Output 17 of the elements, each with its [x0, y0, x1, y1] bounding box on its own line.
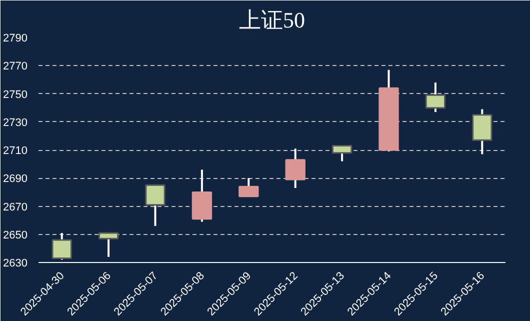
y-tick-label: 2790	[3, 32, 28, 44]
y-tick-label: 2730	[3, 116, 28, 129]
candlestick	[425, 82, 446, 114]
candlestick	[285, 148, 306, 189]
y-tick-label: 2670	[3, 201, 28, 214]
candlestick	[332, 144, 352, 162]
y-tick-label: 2710	[3, 145, 28, 157]
y-tick-label: 2770	[3, 60, 28, 73]
y-tick-label: 2750	[3, 88, 28, 101]
candlestick	[52, 232, 72, 261]
candlestick	[98, 232, 119, 258]
chart-title: 上证50	[239, 8, 305, 32]
y-tick-label: 2630	[3, 258, 28, 270]
y-tick-label: 2690	[3, 173, 28, 186]
candlestick	[238, 177, 259, 198]
candlestick	[145, 184, 166, 227]
y-tick-label: 2650	[3, 229, 28, 242]
